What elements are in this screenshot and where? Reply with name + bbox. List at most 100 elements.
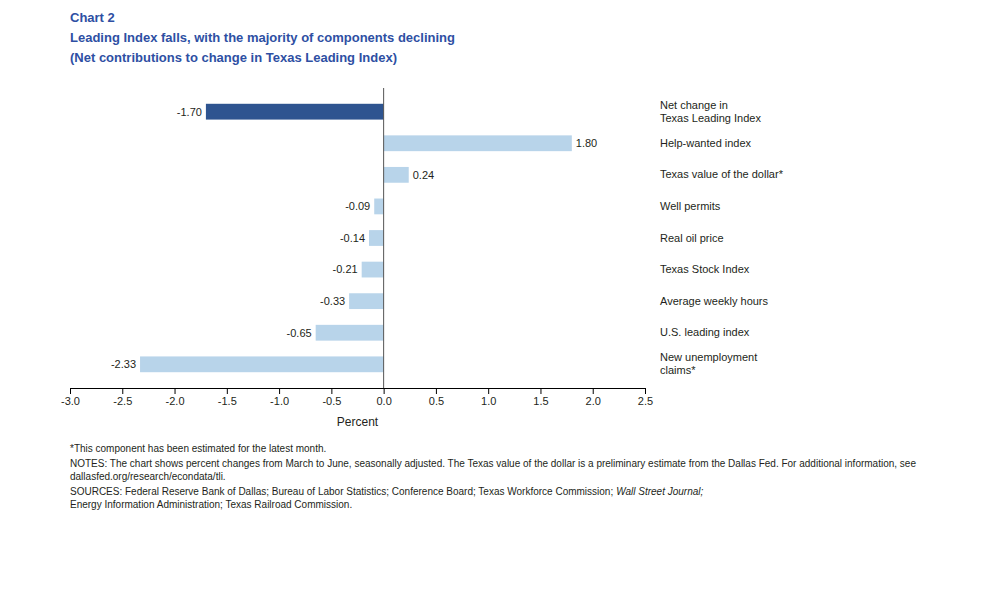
x-tick-label: -2.0: [166, 395, 185, 407]
x-tick-label: -0.5: [322, 395, 341, 407]
data-label: -0.33: [320, 295, 345, 307]
y-tick-label: Average weekly hours: [660, 295, 769, 307]
bar: [384, 135, 572, 151]
y-tick-label: U.S. leading index: [660, 326, 750, 338]
y-tick-label-line: Texas value of the dollar*: [660, 168, 784, 180]
x-tick-label: 1.0: [481, 395, 496, 407]
y-tick-label: Net change inTexas Leading Index: [660, 99, 761, 124]
bar: [316, 325, 384, 341]
y-tick-label-line: claims*: [660, 364, 696, 376]
notes-line: NOTES: The chart shows percent changes f…: [70, 458, 916, 469]
sources-text: SOURCES: Federal Reserve Bank of Dallas;…: [70, 486, 613, 497]
sources: SOURCES: Federal Reserve Bank of Dallas;…: [70, 486, 704, 497]
x-tick-label: -1.5: [218, 395, 237, 407]
bar: [349, 293, 384, 309]
subtitle: (Net contributions to change in Texas Le…: [70, 50, 397, 65]
title: Leading Index falls, with the majority o…: [70, 30, 455, 45]
sources-end: Energy Information Administration; Texas…: [70, 499, 352, 510]
x-tick-label: 0.0: [376, 395, 391, 407]
plot: -1.70 1.80 0.24 -0.09 -0.14 -0.21 -0.33 -0.65 -2…: [61, 88, 784, 429]
data-label: 1.80: [576, 137, 597, 149]
bar: [374, 199, 383, 215]
y-tick-label: Well permits: [660, 200, 721, 212]
y-tick-label-line: Help-wanted index: [660, 137, 752, 149]
y-tick-label-line: Texas Leading Index: [660, 112, 761, 124]
data-label: 0.24: [413, 169, 434, 181]
x-tick: -3.0: [61, 388, 80, 407]
x-tick-label: 0.5: [429, 395, 444, 407]
x-tick: -0.5: [322, 388, 341, 407]
data-label: -0.14: [340, 232, 365, 244]
x-tick-mark: [70, 388, 71, 394]
y-tick: Net change inTexas Leading Index: [660, 99, 761, 124]
x-tick: -1.0: [270, 388, 289, 407]
data-labels: -1.70 1.80 0.24 -0.09 -0.14 -0.21 -0.33 -0.65 -2…: [111, 106, 597, 371]
zero-line: [383, 88, 384, 388]
y-tick-label-line: Well permits: [660, 200, 721, 212]
x-tick-label: 2.5: [638, 395, 653, 407]
y-tick: Help-wanted index: [660, 137, 752, 149]
x-tick-mark: [384, 388, 385, 394]
y-tick: New unemploymentclaims*: [660, 351, 757, 376]
x-tick-label: -2.5: [113, 395, 132, 407]
y-tick-label: New unemploymentclaims*: [660, 351, 757, 376]
x-tick-mark: [279, 388, 280, 394]
y-tick-label: Real oil price: [660, 232, 724, 244]
y-tick-label-line: Real oil price: [660, 232, 724, 244]
bar: [362, 262, 384, 278]
sources-italic: Wall Street Journal;: [616, 486, 703, 497]
x-tick: 2.0: [586, 388, 601, 407]
x-axis: -3.0 -2.5 -2.0 -1.5 -1.0 -0.5 0.0 0.5 1.0 1.5 2.0 2…: [61, 388, 653, 407]
footnote: *This component has been estimated for t…: [70, 443, 326, 454]
x-tick: -2.5: [113, 388, 132, 407]
x-tick: 2.5: [638, 388, 653, 407]
y-tick-label-line: New unemployment: [660, 351, 757, 363]
x-tick-mark: [645, 388, 646, 394]
data-label: -0.21: [333, 263, 358, 275]
x-tick-mark: [227, 388, 228, 394]
notes-line: dallasfed.org/research/econdata/tli.: [70, 471, 226, 482]
y-tick-label-line: U.S. leading index: [660, 326, 750, 338]
y-tick-label: Help-wanted index: [660, 137, 752, 149]
data-label: -2.33: [111, 358, 136, 370]
x-tick: 0.5: [429, 388, 444, 407]
x-tick-label: -3.0: [61, 395, 80, 407]
y-tick-label-line: Texas Stock Index: [660, 263, 750, 275]
y-tick: U.S. leading index: [660, 326, 750, 338]
x-tick-mark: [122, 388, 123, 394]
x-tick: -1.5: [218, 388, 237, 407]
x-tick-mark: [593, 388, 594, 394]
x-tick-mark: [488, 388, 489, 394]
bars: [140, 104, 572, 372]
y-tick: Texas value of the dollar*: [660, 168, 784, 180]
bar: [384, 167, 409, 183]
y-tick: Real oil price: [660, 232, 724, 244]
y-tick: Average weekly hours: [660, 295, 769, 307]
y-tick-label: Texas value of the dollar*: [660, 168, 784, 180]
y-tick: Texas Stock Index: [660, 263, 750, 275]
bar: [140, 356, 384, 372]
y-tick-label: Texas Stock Index: [660, 263, 750, 275]
x-axis-title: Percent: [337, 415, 379, 429]
x-tick-mark: [331, 388, 332, 394]
data-label: -0.65: [287, 327, 312, 339]
x-tick-mark: [436, 388, 437, 394]
x-tick: 0.0: [376, 388, 391, 407]
y-axis: Net change inTexas Leading Index Help-wan…: [660, 99, 784, 377]
x-tick-label: -1.0: [270, 395, 289, 407]
x-tick: -2.0: [166, 388, 185, 407]
x-tick-label: 2.0: [586, 395, 601, 407]
notes: NOTES: The chart shows percent changes f…: [70, 458, 916, 482]
data-label: -1.70: [177, 106, 202, 118]
y-tick-label-line: Net change in: [660, 99, 728, 111]
chart: Chart 2 Leading Index falls, with the maj…: [0, 0, 997, 589]
bar: [206, 104, 384, 120]
chart-label: Chart 2: [70, 10, 115, 25]
x-tick-mark: [175, 388, 176, 394]
x-tick: 1.0: [481, 388, 496, 407]
x-tick-label: 1.5: [533, 395, 548, 407]
data-label: -0.09: [345, 200, 370, 212]
footnote-line: *This component has been estimated for t…: [70, 443, 326, 454]
x-tick: 1.5: [533, 388, 548, 407]
x-axis-line: [71, 389, 646, 395]
